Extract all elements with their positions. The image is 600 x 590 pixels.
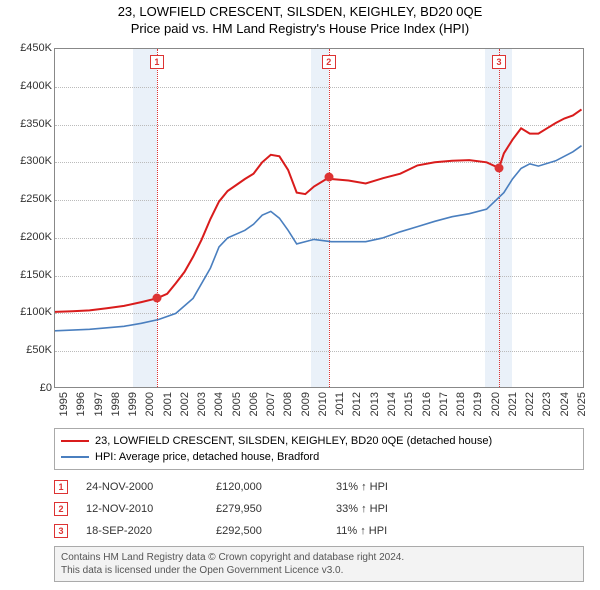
x-tick-label: 1996	[75, 392, 87, 416]
event-dot	[324, 173, 333, 182]
legend-item-hpi: HPI: Average price, detached house, Brad…	[61, 449, 577, 465]
x-tick-label: 2012	[351, 392, 363, 416]
event-row-1: 1 24-NOV-2000 £120,000 31% ↑ HPI	[54, 476, 584, 498]
y-tick-label: £250K	[8, 193, 52, 205]
legend-box: 23, LOWFIELD CRESCENT, SILSDEN, KEIGHLEY…	[54, 428, 584, 470]
x-tick-label: 2022	[524, 392, 536, 416]
x-tick-label: 2009	[300, 392, 312, 416]
y-tick-label: £50K	[8, 344, 52, 356]
y-tick-label: £100K	[8, 306, 52, 318]
legend-label-property: 23, LOWFIELD CRESCENT, SILSDEN, KEIGHLEY…	[95, 435, 492, 447]
x-tick-label: 2023	[541, 392, 553, 416]
x-tick-label: 2004	[213, 392, 225, 416]
event-date-3: 18-SEP-2020	[86, 525, 216, 537]
event-price-2: £279,950	[216, 503, 336, 515]
x-tick-label: 2020	[490, 392, 502, 416]
event-price-3: £292,500	[216, 525, 336, 537]
event-marker: 3	[492, 55, 506, 69]
series-property	[55, 109, 582, 312]
legend-item-property: 23, LOWFIELD CRESCENT, SILSDEN, KEIGHLEY…	[61, 433, 577, 449]
event-diff-2: 33% ↑ HPI	[336, 503, 456, 515]
x-tick-label: 2017	[438, 392, 450, 416]
event-diff-1: 31% ↑ HPI	[336, 481, 456, 493]
event-row-3: 3 18-SEP-2020 £292,500 11% ↑ HPI	[54, 520, 584, 542]
event-badge-1: 1	[54, 480, 68, 494]
chart-container: 23, LOWFIELD CRESCENT, SILSDEN, KEIGHLEY…	[0, 0, 600, 590]
y-tick-label: £400K	[8, 80, 52, 92]
legend-label-hpi: HPI: Average price, detached house, Brad…	[95, 451, 319, 463]
x-tick-label: 2011	[334, 392, 346, 416]
y-tick-label: £0	[8, 382, 52, 394]
y-tick-label: £350K	[8, 118, 52, 130]
title-block: 23, LOWFIELD CRESCENT, SILSDEN, KEIGHLEY…	[8, 4, 592, 36]
x-tick-label: 1995	[58, 392, 70, 416]
y-tick-label: £450K	[8, 42, 52, 54]
event-marker: 2	[322, 55, 336, 69]
footer-line-1: Contains HM Land Registry data © Crown c…	[61, 551, 577, 564]
chart-area: £0 £50K £100K £150K £200K £250K £300K £350K £400…	[8, 42, 592, 422]
x-tick-label: 2013	[369, 392, 381, 416]
footer-attribution: Contains HM Land Registry data © Crown c…	[54, 546, 584, 582]
event-dot	[495, 164, 504, 173]
x-tick-label: 2003	[196, 392, 208, 416]
x-tick-label: 1999	[127, 392, 139, 416]
x-tick-label: 2010	[317, 392, 329, 416]
line-series	[55, 49, 585, 389]
x-tick-label: 2000	[144, 392, 156, 416]
y-tick-label: £200K	[8, 231, 52, 243]
chart-title: 23, LOWFIELD CRESCENT, SILSDEN, KEIGHLEY…	[8, 4, 592, 19]
x-tick-label: 1998	[110, 392, 122, 416]
legend-swatch-property	[61, 440, 89, 442]
x-tick-label: 2025	[576, 392, 588, 416]
x-tick-label: 2015	[403, 392, 415, 416]
plot-area: 1 2 3	[54, 48, 584, 388]
x-tick-label: 2008	[282, 392, 294, 416]
event-marker: 1	[150, 55, 164, 69]
footer-line-2: This data is licensed under the Open Gov…	[61, 564, 577, 577]
x-tick-label: 2002	[179, 392, 191, 416]
x-tick-label: 2024	[559, 392, 571, 416]
x-tick-label: 1997	[93, 392, 105, 416]
chart-subtitle: Price paid vs. HM Land Registry's House …	[8, 21, 592, 36]
x-tick-label: 2014	[386, 392, 398, 416]
event-diff-3: 11% ↑ HPI	[336, 525, 456, 537]
events-table: 1 24-NOV-2000 £120,000 31% ↑ HPI 2 12-NO…	[54, 476, 584, 542]
event-badge-3: 3	[54, 524, 68, 538]
x-tick-label: 2007	[265, 392, 277, 416]
x-tick-label: 2021	[507, 392, 519, 416]
event-price-1: £120,000	[216, 481, 336, 493]
x-tick-label: 2016	[421, 392, 433, 416]
x-tick-label: 2019	[472, 392, 484, 416]
legend-swatch-hpi	[61, 456, 89, 458]
event-badge-2: 2	[54, 502, 68, 516]
x-tick-label: 2006	[248, 392, 260, 416]
y-tick-label: £150K	[8, 269, 52, 281]
event-dot	[152, 294, 161, 303]
event-row-2: 2 12-NOV-2010 £279,950 33% ↑ HPI	[54, 498, 584, 520]
event-date-2: 12-NOV-2010	[86, 503, 216, 515]
event-date-1: 24-NOV-2000	[86, 481, 216, 493]
y-tick-label: £300K	[8, 155, 52, 167]
x-tick-label: 2018	[455, 392, 467, 416]
x-tick-label: 2005	[231, 392, 243, 416]
x-tick-label: 2001	[162, 392, 174, 416]
